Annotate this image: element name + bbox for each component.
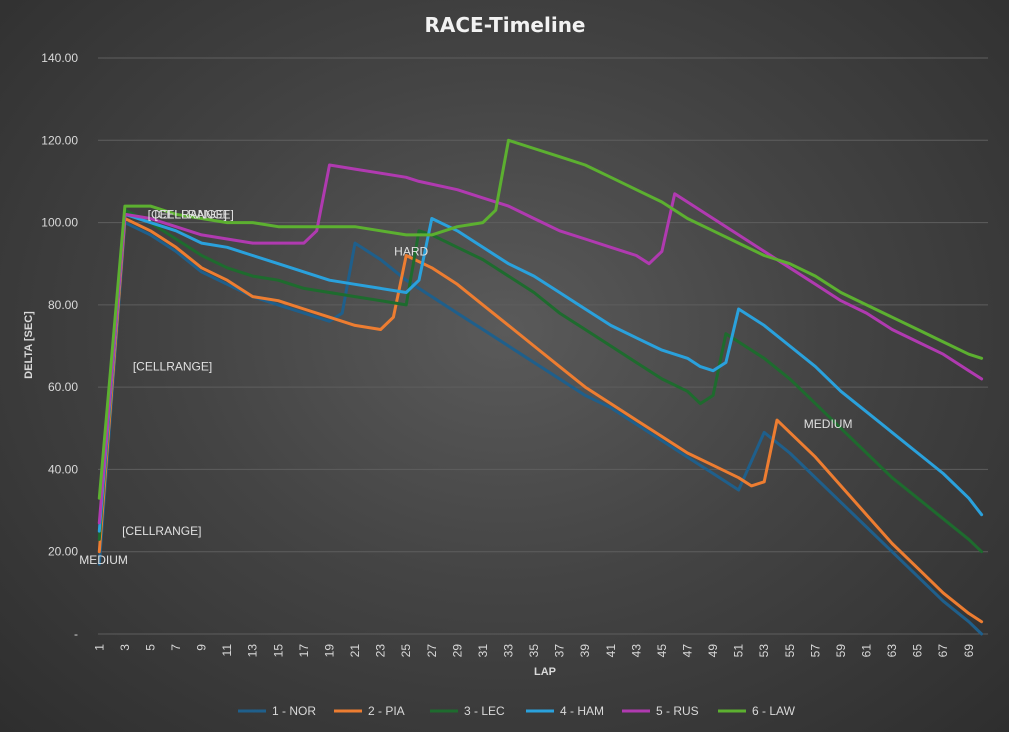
- legend-label: 5 - RUS: [656, 704, 699, 718]
- x-tick-label: 53: [757, 644, 771, 658]
- x-tick-label: 61: [860, 644, 874, 658]
- y-tick-label: 100.00: [41, 216, 78, 230]
- x-tick-label: 15: [271, 644, 285, 658]
- annotation-label: [CELLRANGE]: [154, 207, 233, 221]
- x-tick-label: 1: [92, 644, 106, 651]
- x-tick-label: 13: [246, 644, 260, 658]
- series-line: [97, 208, 984, 554]
- y-tick-label: 80.00: [48, 298, 78, 312]
- annotation-label: MEDIUM: [79, 553, 128, 567]
- x-tick-label: 11: [220, 644, 234, 657]
- x-tick-label: 65: [911, 644, 925, 658]
- annotation-label: [CELLRANGE]: [148, 207, 227, 221]
- x-tick-label: 21: [348, 644, 362, 658]
- x-tick-label: 59: [834, 644, 848, 658]
- legend-label: 2 - PIA: [368, 704, 405, 718]
- series-line: [97, 217, 984, 624]
- x-tick-label: 37: [553, 644, 567, 658]
- annotation-label: [CELLRANGE]: [122, 524, 201, 538]
- x-tick-label: 57: [808, 644, 822, 658]
- series-lines: [97, 138, 984, 636]
- legend-label: 1 - NOR: [272, 704, 316, 718]
- x-tick-label: 29: [450, 644, 464, 658]
- legend-label: 6 - LAW: [752, 704, 796, 718]
- y-axis-ticks: - 20.00 40.00 60.00 80.00 100.00 120.00 140.00: [41, 51, 78, 641]
- legend-label: 3 - LEC: [464, 704, 505, 718]
- legend-item: 3 - LEC: [430, 704, 505, 718]
- y-tick-label: 60.00: [48, 380, 78, 394]
- annotation-label: [CELLRANGE]: [133, 360, 212, 374]
- legend-item: 5 - RUS: [622, 704, 699, 718]
- annotation-label: HARD: [394, 244, 428, 258]
- x-tick-label: 25: [399, 644, 413, 658]
- x-axis-ticks: 1 3 5 7 9 11 13 15 17 19 21 23 25 27 29 31 33 35 37 39 41 43 4…: [92, 644, 976, 658]
- x-tick-label: 9: [195, 644, 209, 651]
- gridlines: [98, 57, 988, 635]
- legend-item: 6 - LAW: [718, 704, 796, 718]
- y-tick-label: -: [74, 627, 78, 641]
- y-tick-label: 40.00: [48, 462, 78, 476]
- chart-title: RACE-Timeline: [425, 13, 586, 37]
- x-tick-label: 23: [374, 644, 388, 658]
- x-tick-label: 33: [501, 644, 515, 658]
- x-tick-label: 51: [732, 644, 746, 658]
- x-tick-label: 17: [297, 644, 311, 658]
- y-tick-label: 120.00: [41, 133, 78, 147]
- legend-item: 4 - HAM: [526, 704, 604, 718]
- legend-label: 4 - HAM: [560, 704, 604, 718]
- x-tick-label: 63: [885, 644, 899, 658]
- x-tick-label: 7: [169, 644, 183, 651]
- annotations: [CELLRANGE][CELLRANGE][CELLRANGE][CELLRA…: [79, 207, 852, 567]
- legend: 1 - NOR 2 - PIA 3 - LEC 4 - HAM 5 - RUS 6 - L…: [238, 704, 796, 718]
- x-tick-label: 47: [680, 644, 694, 658]
- legend-item: 2 - PIA: [334, 704, 405, 718]
- annotation-label: MEDIUM: [804, 417, 853, 431]
- series-line: [97, 138, 984, 500]
- series-line: [97, 212, 984, 533]
- x-tick-label: 45: [655, 644, 669, 658]
- x-tick-label: 43: [629, 644, 643, 658]
- y-axis-title: DELTA [SEC]: [23, 311, 35, 379]
- x-tick-label: 19: [322, 644, 336, 658]
- series-line: [97, 163, 984, 525]
- x-tick-label: 35: [527, 644, 541, 658]
- x-tick-label: 69: [962, 644, 976, 658]
- x-tick-label: 39: [578, 644, 592, 658]
- legend-item: 1 - NOR: [238, 704, 316, 718]
- x-tick-label: 67: [936, 644, 950, 658]
- x-tick-label: 49: [706, 644, 720, 658]
- x-tick-label: 5: [143, 644, 157, 651]
- x-tick-label: 41: [604, 644, 618, 658]
- x-tick-label: 55: [783, 644, 797, 658]
- x-tick-label: 27: [425, 644, 439, 658]
- y-tick-label: 140.00: [41, 51, 78, 65]
- x-axis-title: LAP: [534, 666, 556, 678]
- x-tick-label: 31: [476, 644, 490, 658]
- x-tick-label: 3: [118, 644, 132, 651]
- y-tick-label: 20.00: [48, 545, 78, 559]
